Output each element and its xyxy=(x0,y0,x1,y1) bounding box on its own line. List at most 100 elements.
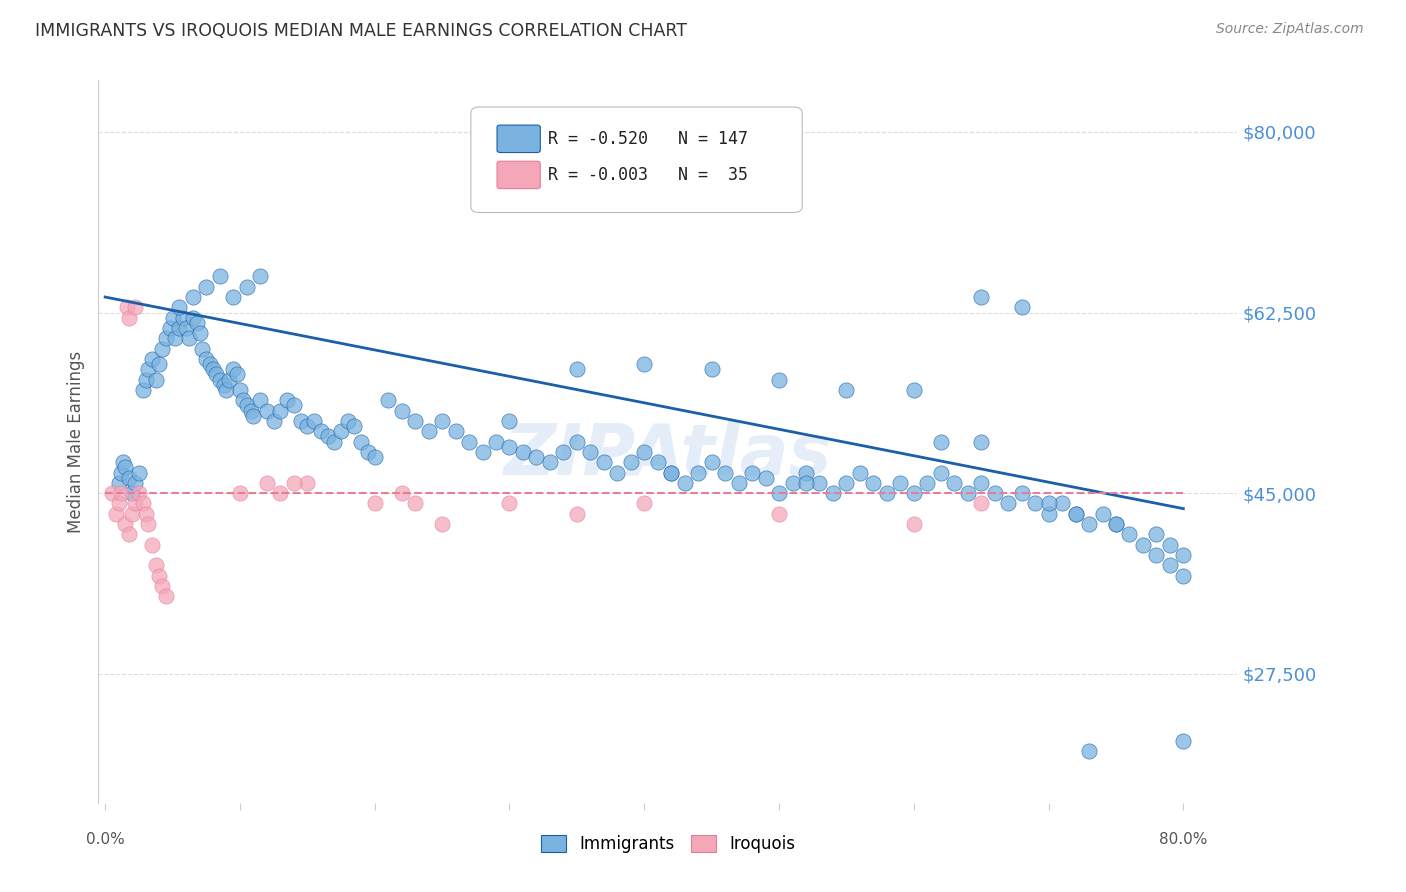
Point xyxy=(606,466,628,480)
Point xyxy=(821,486,844,500)
Point xyxy=(404,496,426,510)
Point xyxy=(983,486,1005,500)
Point xyxy=(141,351,163,366)
Point xyxy=(155,331,177,345)
Point xyxy=(136,362,159,376)
Point xyxy=(1173,568,1195,582)
Text: ZIPAtlas: ZIPAtlas xyxy=(503,422,832,491)
Point xyxy=(135,507,157,521)
Text: IMMIGRANTS VS IROQUOIS MEDIAN MALE EARNINGS CORRELATION CHART: IMMIGRANTS VS IROQUOIS MEDIAN MALE EARNI… xyxy=(35,22,688,40)
Point xyxy=(232,393,254,408)
Point xyxy=(290,414,312,428)
Point xyxy=(118,471,141,485)
Point xyxy=(430,517,453,532)
Point xyxy=(1173,548,1195,562)
Legend: Immigrants, Iroquois: Immigrants, Iroquois xyxy=(534,828,801,860)
Point xyxy=(1105,517,1128,532)
Point xyxy=(970,290,993,304)
Point xyxy=(316,429,339,443)
Point xyxy=(249,393,271,408)
Point xyxy=(181,310,204,325)
Point xyxy=(336,414,359,428)
Point xyxy=(1144,527,1167,541)
Point xyxy=(553,445,575,459)
Point xyxy=(124,301,146,315)
Point xyxy=(1144,548,1167,562)
Point xyxy=(165,331,187,345)
Point xyxy=(849,466,872,480)
Point xyxy=(970,496,993,510)
Point xyxy=(498,440,520,454)
Point xyxy=(215,383,238,397)
Point xyxy=(768,486,790,500)
Point xyxy=(101,486,124,500)
Point xyxy=(114,517,136,532)
Point xyxy=(377,393,399,408)
Point xyxy=(997,496,1019,510)
Point xyxy=(256,475,278,490)
Point xyxy=(1078,517,1101,532)
Point xyxy=(1078,744,1101,758)
Point xyxy=(229,383,252,397)
Point xyxy=(808,475,831,490)
Point xyxy=(782,475,804,490)
Point xyxy=(889,475,911,490)
Point xyxy=(659,466,682,480)
Point xyxy=(350,434,373,449)
Point xyxy=(283,475,305,490)
Point xyxy=(579,445,602,459)
Point xyxy=(174,321,197,335)
Text: 80.0%: 80.0% xyxy=(1159,831,1208,847)
Point xyxy=(309,424,332,438)
Point xyxy=(150,579,173,593)
Text: Source: ZipAtlas.com: Source: ZipAtlas.com xyxy=(1216,22,1364,37)
Point xyxy=(364,496,387,510)
Point xyxy=(297,475,319,490)
Point xyxy=(177,331,200,345)
Point xyxy=(673,475,696,490)
Point xyxy=(195,279,218,293)
Point xyxy=(269,486,291,500)
Point xyxy=(104,507,127,521)
Point xyxy=(222,290,245,304)
Point xyxy=(124,496,146,510)
FancyBboxPatch shape xyxy=(498,161,540,189)
Point xyxy=(218,373,240,387)
Point xyxy=(633,357,655,371)
Point xyxy=(201,362,224,376)
Point xyxy=(357,445,380,459)
Point xyxy=(1105,517,1128,532)
Point xyxy=(118,527,141,541)
Point xyxy=(956,486,979,500)
Point xyxy=(330,424,353,438)
Point xyxy=(929,434,952,449)
FancyBboxPatch shape xyxy=(471,107,803,212)
Point xyxy=(145,558,167,573)
Point xyxy=(1038,507,1060,521)
Point xyxy=(768,507,790,521)
Point xyxy=(162,310,184,325)
Point xyxy=(929,466,952,480)
Point xyxy=(1038,496,1060,510)
Point xyxy=(136,517,159,532)
Point xyxy=(917,475,939,490)
Point xyxy=(970,434,993,449)
Point xyxy=(204,368,226,382)
Point xyxy=(226,368,249,382)
Point xyxy=(876,486,898,500)
Point xyxy=(150,342,173,356)
Point xyxy=(1091,507,1114,521)
Point xyxy=(364,450,387,464)
Point xyxy=(191,342,214,356)
Point xyxy=(242,409,264,423)
Point xyxy=(121,507,143,521)
Point xyxy=(235,279,257,293)
Point xyxy=(794,475,817,490)
Point xyxy=(208,269,231,284)
Point xyxy=(714,466,737,480)
Point xyxy=(418,424,440,438)
Point xyxy=(1173,734,1195,748)
Point xyxy=(276,393,298,408)
Point xyxy=(107,475,129,490)
Point xyxy=(592,455,614,469)
